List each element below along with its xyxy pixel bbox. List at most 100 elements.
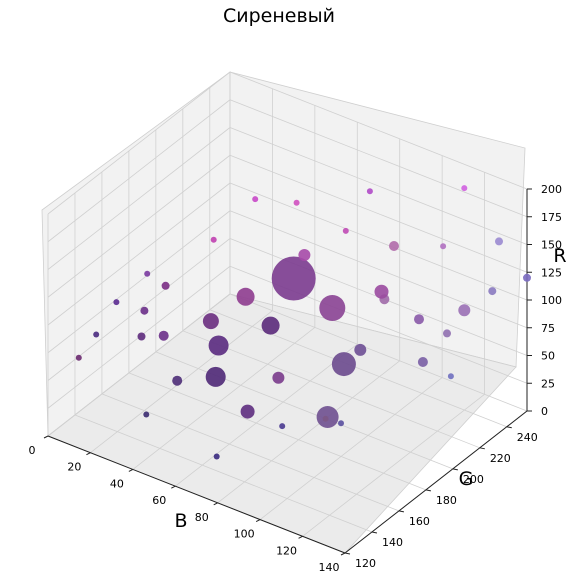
- grid-line-z: [229, 210, 528, 329]
- grid-line-z: [47, 293, 231, 437]
- data-point: [440, 243, 447, 250]
- data-point: [271, 256, 316, 301]
- grid-line-z: [47, 210, 231, 354]
- y-tick-label: 140: [382, 536, 403, 549]
- grid-line-x: [259, 377, 443, 520]
- x-axis-label: B: [174, 510, 187, 532]
- data-point: [342, 227, 349, 234]
- data-point: [137, 332, 146, 341]
- grid-line-z: [47, 71, 231, 215]
- data-point: [447, 373, 454, 380]
- data-point: [338, 420, 344, 427]
- data-point: [93, 331, 100, 338]
- data-point: [366, 188, 373, 195]
- x-tick-mark: [340, 552, 346, 556]
- data-point: [458, 304, 471, 317]
- data-point: [319, 295, 346, 321]
- data-point: [144, 270, 151, 277]
- grid-line-y: [74, 414, 373, 533]
- grid-line-x: [217, 360, 400, 504]
- x-tick-label: 120: [276, 544, 297, 557]
- data-point: [113, 299, 120, 306]
- grid-line-y: [182, 330, 480, 449]
- grid-line-z: [229, 127, 528, 245]
- y-axis-line: [344, 410, 528, 554]
- z-tick-label: 50: [541, 350, 555, 363]
- data-point: [240, 404, 255, 419]
- x-tick-mark: [128, 468, 134, 472]
- y-tick-mark: [425, 489, 431, 492]
- grid-line-z: [229, 154, 528, 273]
- z-tick-label: 200: [541, 183, 562, 196]
- data-point: [417, 357, 428, 367]
- grid-line-z: [47, 182, 231, 326]
- data-point: [172, 375, 183, 386]
- y-tick-mark: [344, 552, 351, 555]
- data-point: [261, 316, 280, 335]
- data-point: [316, 406, 339, 428]
- data-point: [210, 236, 217, 243]
- y-tick-label: 180: [436, 494, 457, 507]
- z-tick-label: 25: [541, 377, 555, 390]
- y-tick-label: 120: [355, 557, 376, 570]
- y-tick-mark: [452, 468, 458, 471]
- x-tick-mark: [213, 502, 218, 506]
- data-point: [279, 423, 286, 430]
- grid-line-z: [229, 99, 528, 218]
- grid-line-y: [101, 393, 400, 512]
- y-tick-mark: [479, 447, 485, 450]
- data-point: [414, 314, 424, 325]
- data-point: [488, 287, 497, 296]
- x-tick-label: 140: [319, 561, 340, 574]
- x-tick-mark: [43, 435, 49, 439]
- data-points: [75, 185, 531, 460]
- grid-line-y: [128, 372, 427, 491]
- x-tick-label: 20: [67, 461, 81, 474]
- data-point: [523, 273, 531, 282]
- x-tick-mark: [86, 452, 91, 456]
- x-tick-label: 0: [29, 444, 36, 457]
- data-point: [443, 329, 451, 338]
- data-point: [272, 371, 285, 384]
- chart-title: Сиреневый: [223, 5, 335, 27]
- data-point: [461, 185, 468, 192]
- x-axis-ticks: 0 20 40 60 80 100 120 140: [29, 435, 346, 574]
- data-point: [354, 343, 367, 356]
- y-tick-mark: [398, 510, 405, 513]
- x-axis-line: [47, 435, 346, 554]
- grid-line-z: [47, 154, 231, 298]
- data-point: [158, 330, 169, 341]
- x-tick-mark: [255, 519, 261, 523]
- data-point: [208, 335, 229, 356]
- data-point: [374, 284, 389, 299]
- data-point: [213, 453, 220, 460]
- x-tick-label: 80: [195, 511, 209, 524]
- data-point: [252, 196, 259, 203]
- y-axis-label: G: [459, 468, 474, 490]
- data-point: [161, 281, 170, 290]
- grid-line-z: [47, 127, 231, 270]
- x-tick-mark: [298, 535, 303, 539]
- data-point: [236, 287, 255, 306]
- grid-line-z: [229, 71, 528, 190]
- y-tick-label: 220: [490, 452, 511, 465]
- data-point: [389, 241, 399, 251]
- x-tick-mark: [171, 485, 176, 489]
- data-point: [495, 237, 503, 246]
- z-tick-label: 125: [541, 266, 562, 279]
- data-point: [140, 306, 149, 315]
- z-tick-label: 150: [541, 239, 562, 252]
- grid-line-y: [209, 309, 507, 428]
- data-point: [293, 199, 300, 206]
- data-point: [331, 352, 356, 377]
- grid-line-x: [302, 393, 485, 537]
- y-tick-mark: [506, 426, 512, 429]
- data-point: [75, 354, 82, 361]
- x-tick-label: 60: [152, 494, 166, 507]
- z-tick-label: 175: [541, 211, 562, 224]
- y-tick-label: 200: [463, 473, 484, 486]
- x-tick-label: 40: [110, 477, 124, 490]
- data-point: [298, 249, 311, 261]
- z-axis-label: R: [553, 245, 566, 267]
